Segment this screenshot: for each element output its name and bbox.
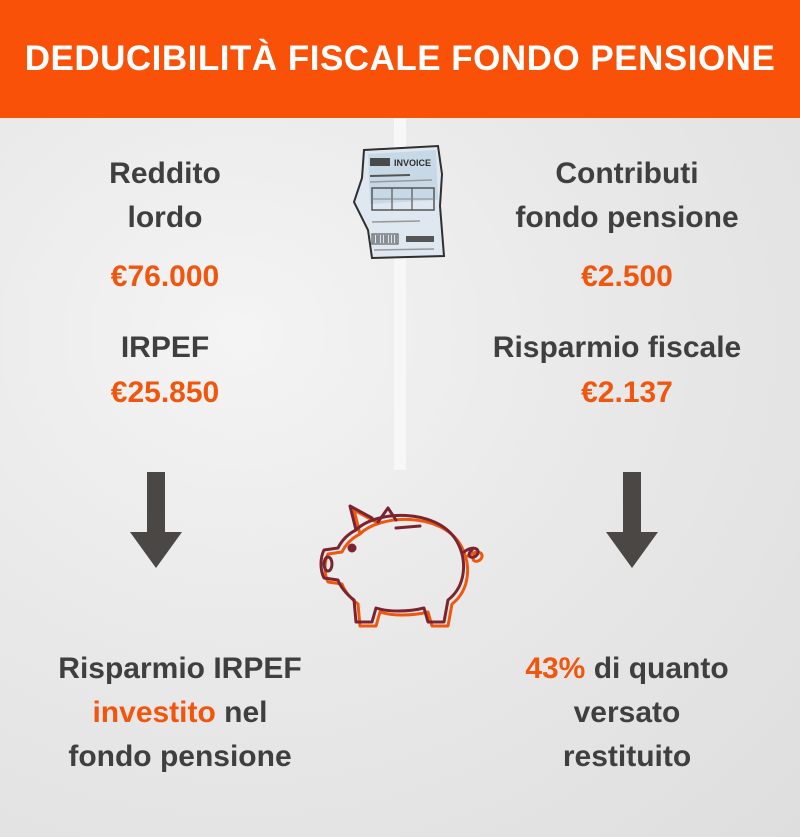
left-conclusion-line1: Risparmio IRPEF: [58, 652, 302, 685]
right-conclusion-line2: versato: [573, 696, 681, 729]
income-value: €76.000: [110, 260, 220, 293]
title-banner: DEDUCIBILITÀ FISCALE FONDO PENSIONE: [0, 0, 800, 118]
income-label-line2: lordo: [127, 201, 203, 234]
contrib-label-line2: fondo pensione: [515, 201, 739, 234]
right-conclusion: 43% di quanto versato restituito: [482, 647, 772, 779]
left-conclusion-line2-rest: nel: [215, 696, 268, 729]
arrow-down-icon: [130, 472, 182, 568]
invoice-text: INVOICE: [394, 158, 431, 168]
arrow-down-icon: [606, 472, 658, 568]
left-conclusion-line3: fondo pensione: [68, 740, 292, 773]
irpef-value: €25.850: [110, 376, 220, 409]
contrib-value: €2.500: [581, 260, 673, 293]
income-label: Reddito lordo: [40, 152, 290, 240]
left-conclusion: Risparmio IRPEF investito nel fondo pens…: [30, 647, 330, 779]
right-conclusion-line1: 43% di quanto: [482, 647, 772, 691]
right-conclusion-line3: restituito: [562, 740, 692, 773]
saving-value: €2.137: [581, 376, 673, 409]
left-conclusion-line2: investito nel: [30, 691, 330, 735]
contrib-label: Contributi fondo pensione: [482, 152, 772, 240]
right-conclusion-line1-rest: di quanto: [585, 652, 729, 685]
saving-label: Risparmio fiscale: [492, 331, 742, 364]
page-title: DEDUCIBILITÀ FISCALE FONDO PENSIONE: [24, 39, 776, 78]
contrib-label-line1: Contributi: [555, 157, 699, 190]
irpef-label: IRPEF: [120, 331, 210, 364]
invoice-icon: INVOICE: [352, 144, 446, 260]
right-conclusion-highlight: 43%: [525, 652, 586, 685]
piggy-bank-icon: [319, 504, 484, 628]
income-label-line1: Reddito: [109, 157, 221, 190]
left-conclusion-highlight: investito: [92, 696, 216, 729]
